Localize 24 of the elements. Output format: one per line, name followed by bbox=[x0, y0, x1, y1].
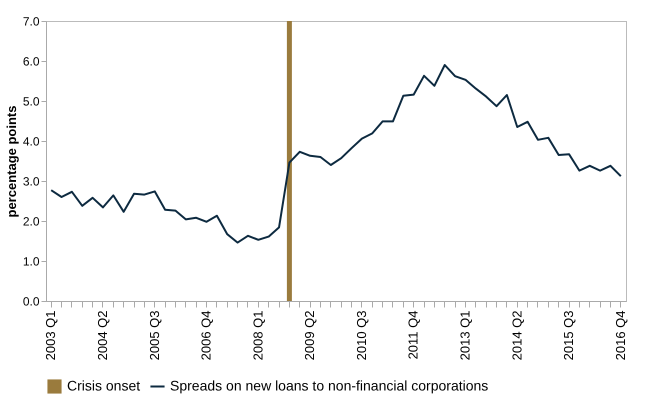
x-tick-label: 2015 Q3 bbox=[561, 310, 576, 360]
y-tick-label: 2.0 bbox=[22, 214, 40, 228]
x-tick-label: 2008 Q1 bbox=[250, 310, 266, 360]
y-tick-label: 6.0 bbox=[22, 54, 40, 68]
y-axis-title: percentage points bbox=[4, 106, 19, 218]
x-tick-label: 2016 Q4 bbox=[612, 310, 628, 360]
x-tick-label: 2006 Q4 bbox=[198, 310, 214, 360]
x-tick-label: 2009 Q2 bbox=[302, 310, 318, 360]
y-tick-label: 5.0 bbox=[22, 94, 40, 108]
y-tick-label: 4.0 bbox=[22, 134, 40, 148]
x-tick-label: 2014 Q2 bbox=[509, 310, 524, 360]
y-tick-label: 0.0 bbox=[22, 294, 40, 308]
x-tick-label: 2003 Q1 bbox=[43, 310, 58, 360]
x-tick-label: 2010 Q3 bbox=[354, 310, 369, 360]
y-tick-label: 3.0 bbox=[22, 174, 40, 188]
x-tick-label: 2011 Q4 bbox=[406, 310, 421, 360]
line-series bbox=[50, 64, 622, 244]
legend-label: Spreads on new loans to non-financial corporations bbox=[170, 378, 488, 394]
x-tick-label: 2005 Q3 bbox=[146, 310, 162, 360]
x-tick-label: 2004 Q2 bbox=[94, 310, 110, 360]
y-tick-label: 7.0 bbox=[22, 14, 40, 28]
x-tick-label: 2013 Q1 bbox=[457, 310, 472, 360]
legend-label: Crisis onset bbox=[67, 378, 140, 394]
y-tick-label: 1.0 bbox=[22, 254, 40, 268]
